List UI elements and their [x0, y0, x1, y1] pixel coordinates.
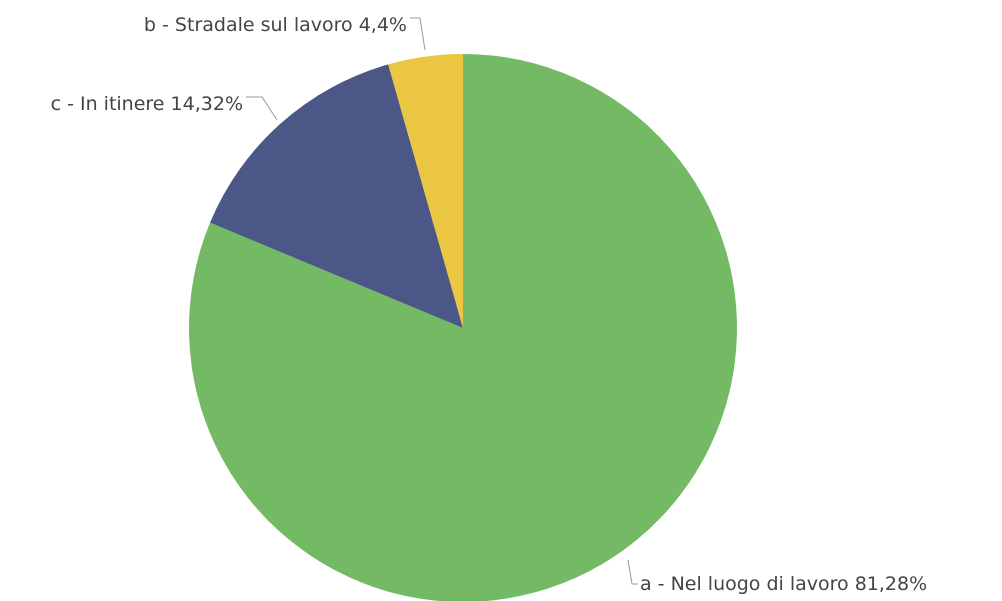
pie-slice [388, 54, 463, 328]
leader-line [627, 559, 638, 585]
slice-value: 14,32% [171, 93, 243, 115]
slice-value: 4,4% [359, 14, 407, 36]
slice-category: c - In itinere [51, 93, 165, 115]
slice-label: b - Stradale sul lavoro 4,4% [144, 14, 407, 36]
leader-line [410, 17, 426, 51]
slice-label: a - Nel luogo di lavoro 81,28% [640, 573, 927, 595]
slice-category: a - Nel luogo di lavoro [640, 573, 849, 595]
leader-line [246, 96, 278, 121]
slice-category: b - Stradale sul lavoro [144, 14, 353, 36]
pie-slice [210, 64, 463, 328]
slice-value: 81,28% [855, 573, 927, 595]
pie-slice [189, 54, 737, 601]
slice-label: c - In itinere 14,32% [51, 93, 243, 115]
